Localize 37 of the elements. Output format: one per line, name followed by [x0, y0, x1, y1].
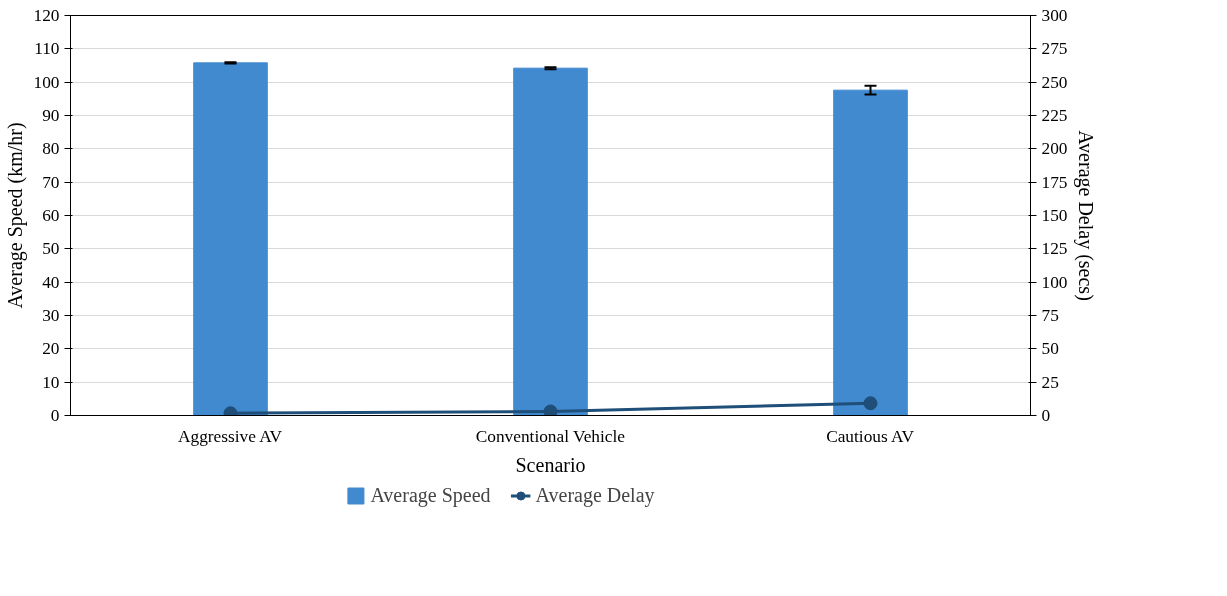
y-tick-label: 90 — [42, 106, 60, 125]
y-tick-label: 60 — [42, 206, 60, 225]
y2-tick-label: 275 — [1041, 39, 1068, 59]
y2-tick-label: 0 — [1041, 406, 1051, 425]
y-tick-label: 30 — [42, 306, 60, 325]
y2-tick-label: 150 — [1041, 206, 1068, 225]
y2-tick-label: 250 — [1041, 72, 1068, 92]
y-tick-label: 20 — [42, 339, 60, 359]
y-tick-label: 10 — [42, 372, 60, 392]
y2-tick-label: 200 — [1041, 139, 1068, 159]
x-axis-title: Scenario — [515, 453, 586, 476]
y-tick-label: 0 — [50, 406, 60, 425]
y-tick-label: 50 — [42, 239, 60, 259]
bar — [193, 62, 268, 416]
y2-axis-title: Average Delay (secs) — [1074, 130, 1098, 301]
y2-tick-label: 100 — [1041, 272, 1068, 292]
x-tick-label: Aggressive AV — [177, 426, 283, 446]
y-tick-label: 120 — [33, 6, 60, 25]
y-tick-label: 110 — [34, 39, 60, 59]
legend-label: Average Speed — [370, 483, 491, 507]
y2-tick-label: 125 — [1041, 239, 1068, 259]
x-tick-label: Conventional Vehicle — [475, 426, 626, 446]
y2-tick-label: 225 — [1041, 106, 1068, 125]
y-axis-title: Average Speed (km/hr) — [3, 122, 27, 309]
y2-tick-label: 175 — [1041, 172, 1068, 192]
x-tick-label: Cautious AV — [826, 426, 915, 446]
y2-tick-label: 50 — [1041, 339, 1059, 359]
bar — [513, 67, 588, 416]
y-tick-label: 40 — [42, 272, 60, 292]
y2-tick-label: 300 — [1041, 6, 1068, 25]
y-tick-label: 70 — [42, 172, 60, 192]
bar — [833, 89, 908, 416]
legend-label: Average Delay — [535, 483, 655, 507]
y2-tick-label: 25 — [1041, 372, 1059, 392]
y-tick-label: 80 — [42, 139, 60, 159]
y2-tick-label: 75 — [1041, 306, 1059, 325]
y-tick-label: 100 — [33, 72, 60, 92]
